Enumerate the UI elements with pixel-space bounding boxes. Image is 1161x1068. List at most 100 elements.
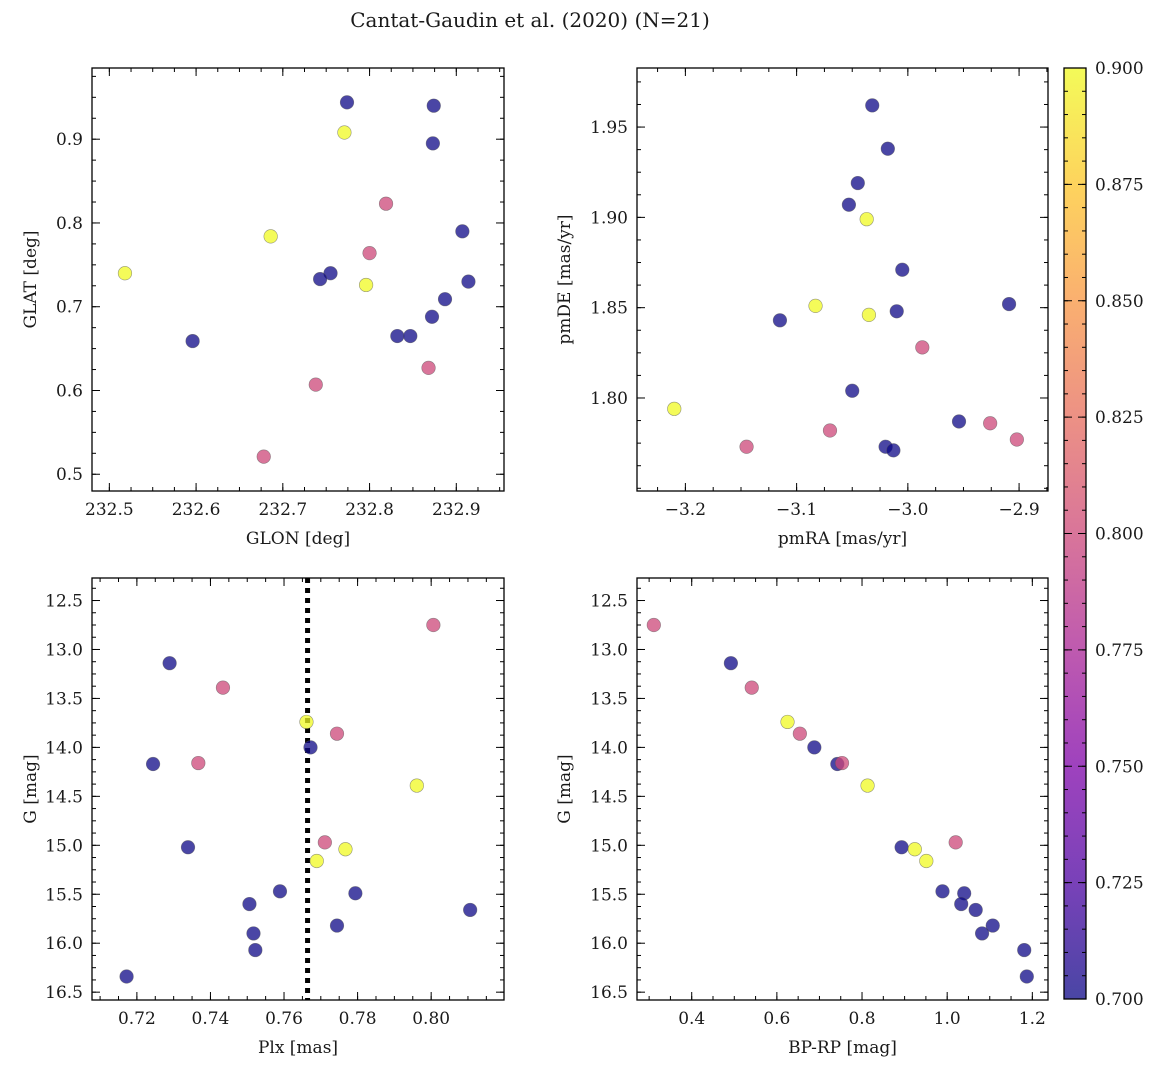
data-point bbox=[329, 918, 345, 933]
data-point bbox=[860, 778, 875, 793]
data-point bbox=[894, 840, 909, 855]
data-point bbox=[180, 840, 196, 855]
data-point bbox=[272, 884, 288, 899]
data-point bbox=[191, 755, 206, 771]
x-tick-label: 0.74 bbox=[192, 1009, 230, 1029]
y-tick-label: 13.0 bbox=[45, 640, 83, 660]
x-tick-label: 1.2 bbox=[1019, 1009, 1046, 1029]
data-point bbox=[162, 656, 177, 671]
data-point bbox=[358, 277, 374, 293]
data-point bbox=[409, 778, 424, 793]
data-point bbox=[437, 292, 453, 307]
data-point bbox=[889, 304, 904, 319]
data-point bbox=[117, 266, 133, 281]
y-axis-label: pmDE [mas/yr] bbox=[555, 214, 575, 344]
data-point bbox=[974, 926, 990, 941]
data-point bbox=[185, 333, 200, 349]
data-point bbox=[951, 414, 967, 429]
y-tick-label: 15.0 bbox=[45, 836, 83, 856]
y-tick-label: 0.8 bbox=[56, 214, 83, 234]
colorbar-tick-label: 0.750 bbox=[1095, 757, 1144, 777]
data-point bbox=[1001, 296, 1017, 312]
axes-frame bbox=[636, 67, 1049, 492]
y-axis-label: G [mag] bbox=[21, 754, 41, 823]
data-point bbox=[390, 328, 405, 344]
y-tick-label: 16.5 bbox=[590, 983, 628, 1003]
data-point bbox=[880, 141, 895, 156]
data-point bbox=[263, 229, 278, 244]
data-point bbox=[646, 617, 661, 633]
x-tick-label: −2.9 bbox=[998, 500, 1039, 520]
scatter-points bbox=[646, 617, 1034, 984]
data-point bbox=[845, 383, 860, 398]
data-point bbox=[772, 313, 788, 328]
data-point bbox=[308, 377, 323, 392]
data-point bbox=[246, 926, 261, 941]
data-point bbox=[403, 328, 418, 344]
x-tick-label: 232.9 bbox=[432, 500, 481, 520]
x-tick-label: 0.8 bbox=[848, 1009, 875, 1029]
data-point bbox=[299, 714, 314, 730]
data-point bbox=[822, 423, 838, 438]
data-point bbox=[145, 756, 161, 772]
y-tick-label: 12.5 bbox=[45, 592, 83, 612]
x-tick-label: 0.80 bbox=[412, 1009, 450, 1029]
data-point bbox=[309, 853, 324, 869]
x-tick-label: 232.6 bbox=[172, 500, 221, 520]
x-axis-label: GLON [deg] bbox=[246, 529, 350, 549]
colorbar-tick-label: 0.900 bbox=[1095, 59, 1144, 79]
y-tick-label: 14.0 bbox=[590, 738, 628, 758]
data-point bbox=[744, 680, 759, 695]
scatter-points bbox=[119, 617, 478, 984]
data-point bbox=[841, 197, 856, 212]
data-point bbox=[886, 443, 901, 458]
y-axis-label: GLAT [deg] bbox=[21, 230, 41, 328]
y-tick-label: 13.0 bbox=[590, 640, 628, 660]
data-point bbox=[119, 969, 134, 984]
figure-title: Cantat-Gaudin et al. (2020) (N=21) bbox=[350, 8, 710, 32]
data-point bbox=[723, 656, 738, 671]
data-point bbox=[317, 835, 332, 850]
y-tick-label: 0.9 bbox=[56, 130, 83, 150]
colorbar-tick-label: 0.700 bbox=[1095, 990, 1144, 1010]
panel-plx-g: 0.72 0.74 0.76 0.78 0.80 12.5 13.0 13.5 14.0 14.5… bbox=[21, 577, 505, 1058]
x-axis-label: BP-RP [mag] bbox=[788, 1038, 897, 1058]
colorbar-tick-label: 0.800 bbox=[1095, 525, 1144, 545]
y-tick-label: 0.7 bbox=[56, 298, 83, 318]
axes-frame bbox=[91, 577, 505, 1001]
y-tick-label: 16.0 bbox=[590, 934, 628, 954]
data-point bbox=[808, 298, 823, 313]
data-point bbox=[455, 224, 470, 239]
data-point bbox=[667, 401, 682, 416]
x-tick-label: −3.1 bbox=[776, 500, 817, 520]
data-point bbox=[242, 896, 257, 912]
axes-frame bbox=[636, 577, 1049, 1001]
panel-pmra-pmde: −3.2 −3.1 −3.0 −2.9 1.80 1.85 1.90 1.95 pmRA [ma… bbox=[555, 67, 1049, 549]
y-tick-label: 15.5 bbox=[45, 885, 83, 905]
data-point bbox=[968, 902, 983, 918]
data-point bbox=[426, 617, 441, 633]
x-tick-label: 0.78 bbox=[339, 1009, 377, 1029]
y-tick-label: 1.85 bbox=[590, 299, 628, 319]
scatter-points bbox=[667, 98, 1024, 458]
y-tick-label: 13.5 bbox=[45, 689, 83, 709]
data-point bbox=[424, 309, 440, 324]
data-point bbox=[954, 896, 969, 912]
data-point bbox=[1009, 432, 1024, 447]
data-point bbox=[1019, 969, 1034, 984]
x-axis-label: Plx [mas] bbox=[258, 1038, 338, 1058]
data-point bbox=[792, 726, 807, 741]
data-point bbox=[338, 842, 353, 857]
y-tick-label: 16.5 bbox=[45, 983, 83, 1003]
y-tick-label: 16.0 bbox=[45, 934, 83, 954]
data-point bbox=[362, 246, 377, 261]
x-tick-label: 0.76 bbox=[265, 1009, 303, 1029]
y-tick-label: 0.6 bbox=[56, 381, 83, 401]
y-tick-label: 13.5 bbox=[590, 689, 628, 709]
data-point bbox=[425, 136, 440, 151]
y-tick-label: 12.5 bbox=[590, 592, 628, 612]
y-tick-label: 14.5 bbox=[45, 787, 83, 807]
data-point bbox=[215, 680, 231, 695]
data-point bbox=[907, 842, 922, 857]
data-point bbox=[348, 886, 363, 901]
